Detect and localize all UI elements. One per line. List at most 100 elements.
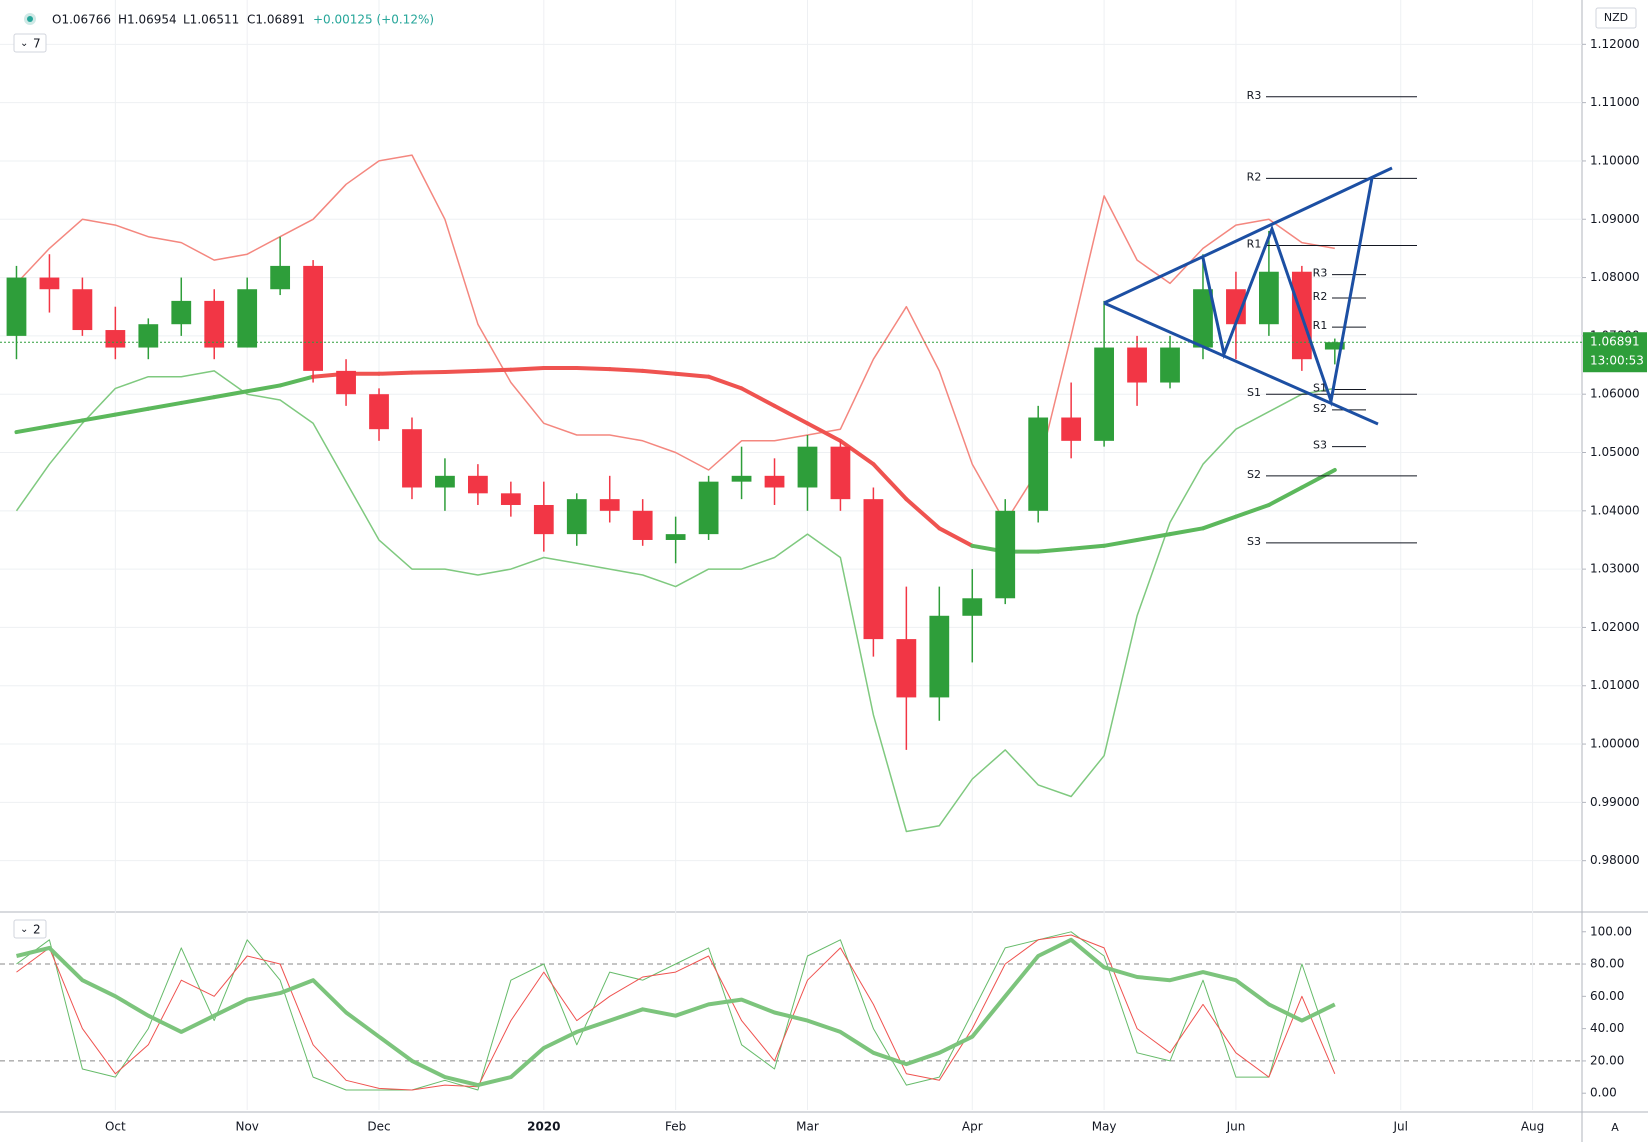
indicator-toggle[interactable] [13,33,47,53]
moving-average-segment [739,386,777,408]
moving-average-segment [475,367,513,373]
pivot-label: R3 [1313,267,1328,280]
grid [0,0,1586,1110]
osc-tick-label: 100.00 [1590,924,1632,938]
pattern-drawing [1103,166,1393,426]
moving-average-segment [904,497,942,531]
moving-average-segment [1168,526,1205,537]
auto-scale[interactable]: A [1611,1121,1619,1134]
indicator-toggle[interactable] [13,919,47,939]
x-tick-label: Oct [105,1120,126,1134]
bollinger-band [15,154,1335,524]
candle-body [929,615,950,698]
moving-average-segment [1069,543,1107,551]
x-tick-label: Jul [1392,1120,1407,1134]
moving-average-segment [245,383,283,394]
candle-body [896,639,917,698]
pivot-label: S2 [1247,468,1261,481]
moving-average-segment [673,371,711,379]
y-tick-label: 1.03000 [1590,562,1640,576]
trend-line [1103,301,1379,426]
pivot-label: S1 [1313,382,1327,395]
y-tick-label: 1.08000 [1590,270,1640,284]
moving-average-segment [805,421,843,443]
candle-body [698,481,719,535]
candle-body [1324,342,1345,350]
moving-average-segment [574,365,612,372]
pivot-label: S3 [1313,439,1327,452]
moving-average-segment [607,367,645,373]
moving-average-segment [1299,467,1337,490]
moving-average-segment [838,438,876,467]
status-dot-inner [27,16,33,22]
candle-body [1259,271,1279,325]
moving-average-segment [47,418,85,429]
chevron: ⌄ [20,924,28,935]
x-tick-label: Nov [235,1120,258,1134]
pivot-label: R1 [1247,237,1262,250]
candle-body [764,475,785,488]
currency[interactable]: NZD [1604,11,1628,24]
ohlc-change: +0.00125 (+0.12%) [313,13,434,27]
last-price-box [1583,332,1647,373]
candle-body [830,446,851,500]
labels: 1.120001.110001.100001.090001.080001.070… [105,37,1647,1134]
pivot-label: R2 [1247,170,1262,183]
moving-average-segment [80,412,118,423]
x-tick-label: Jun [1226,1120,1246,1134]
ohlc-low: L1.06511 [183,13,239,27]
moving-average-segment [1200,514,1238,531]
moving-average-segment [14,424,52,435]
candle-body [1226,289,1246,325]
chevron: ⌄ [20,38,28,49]
currency-box[interactable] [1595,7,1637,29]
oscillator-line [16,934,1336,1091]
x-tick-label: 2020 [527,1120,560,1134]
zigzag-pattern [1201,177,1374,407]
candle-body [1028,417,1049,511]
candle-body [1127,347,1147,383]
pivot-label: R2 [1313,290,1328,303]
indicator-count[interactable]: 2 [33,923,41,937]
pivot-label: S1 [1247,386,1261,399]
candle-body [72,289,93,331]
moving-average-segment [1102,537,1140,548]
candle-body [797,446,818,488]
y-tick-label: 1.09000 [1590,212,1640,226]
x-tick-label: Apr [962,1120,983,1134]
candle-body [270,265,291,290]
candle-body [1061,417,1082,441]
candle-body [6,277,27,336]
trend-line [1103,166,1393,305]
y-tick-label: 1.00000 [1590,737,1640,751]
candle-body [533,504,554,535]
osc-tick-label: 0.00 [1590,1086,1617,1100]
candle-body [204,300,225,348]
moving-average-segment [706,374,744,391]
candle-body [1094,347,1114,441]
candle-body [435,475,455,488]
y-tick-label: 1.11000 [1590,95,1640,109]
candle-body [468,475,488,494]
moving-average-segment [278,374,316,388]
candle-body [402,429,422,488]
moving-average-segment [772,403,810,426]
y-tick-label: 0.99000 [1590,795,1640,809]
pivot-label: R3 [1247,89,1262,102]
osc-tick-label: 80.00 [1590,957,1624,971]
candle-body [39,277,60,290]
moving-average-segment [1036,546,1074,554]
moving-average-segment [179,395,217,405]
candle-body [105,330,126,348]
indicator-count[interactable]: 7 [33,37,41,51]
candle-body [599,499,620,511]
moving-average-segment [1233,502,1271,519]
ohlc-close: C1.06891 [247,13,305,27]
candle-body [1160,347,1180,383]
candle-body [237,289,258,348]
candle-body [665,534,686,540]
candle-body [1193,289,1213,348]
